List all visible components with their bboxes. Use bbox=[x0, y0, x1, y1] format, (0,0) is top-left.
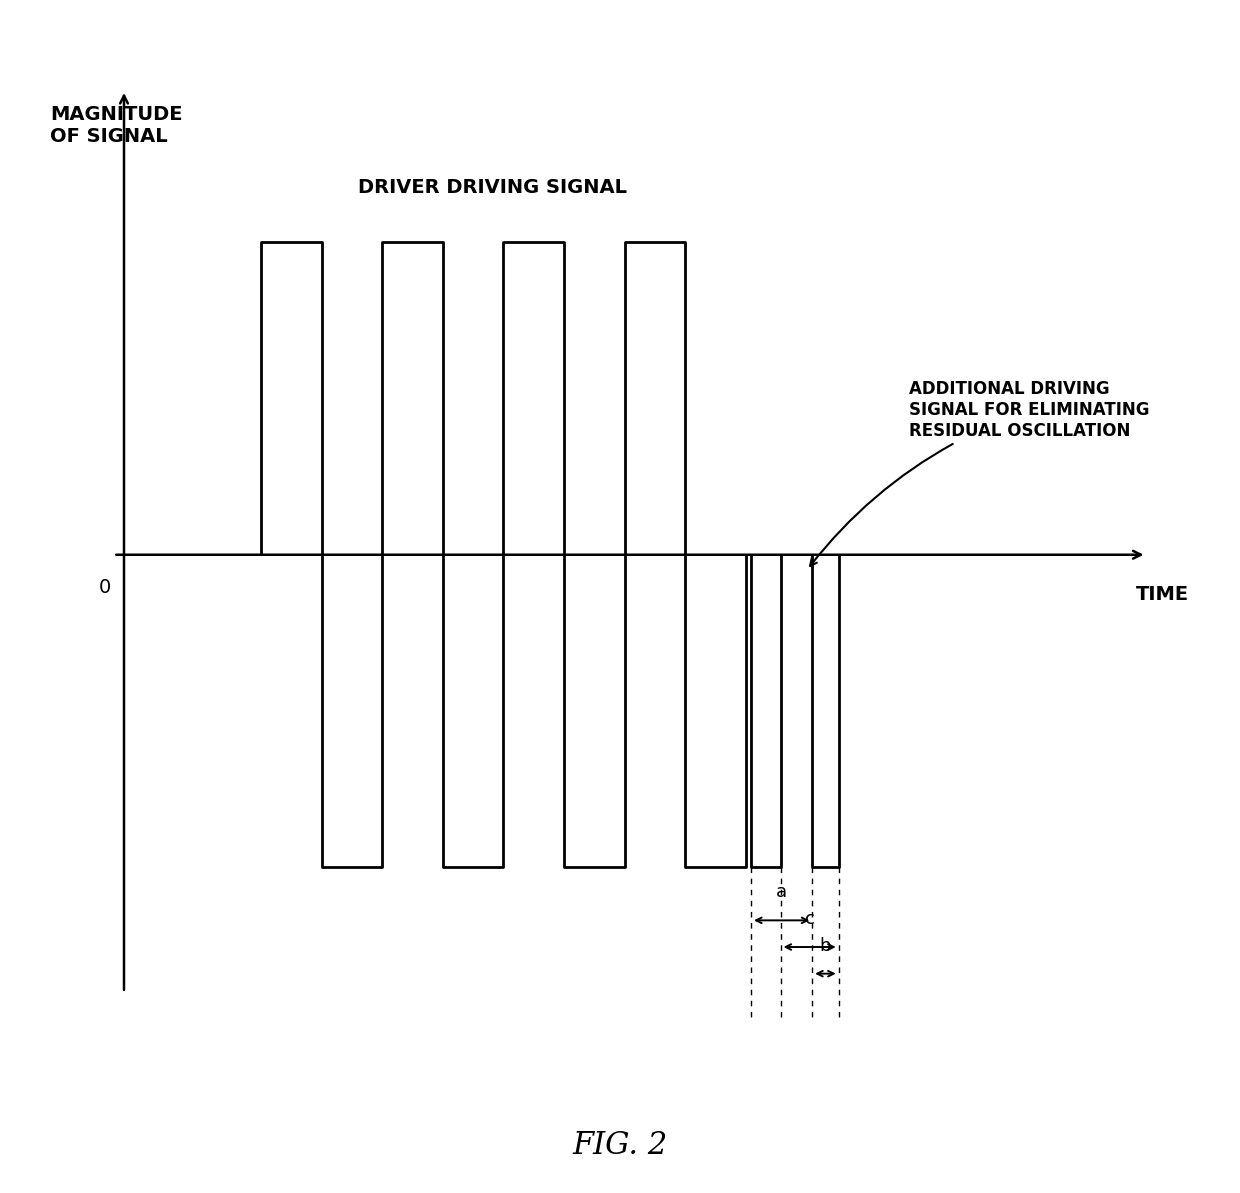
Text: DRIVER DRIVING SIGNAL: DRIVER DRIVING SIGNAL bbox=[358, 178, 627, 197]
Text: c: c bbox=[805, 910, 815, 928]
Text: 0: 0 bbox=[99, 577, 112, 596]
Text: a: a bbox=[776, 883, 787, 902]
Text: b: b bbox=[820, 937, 831, 954]
Text: ADDITIONAL DRIVING
SIGNAL FOR ELIMINATING
RESIDUAL OSCILLATION: ADDITIONAL DRIVING SIGNAL FOR ELIMINATIN… bbox=[810, 381, 1149, 565]
Text: MAGNITUDE
OF SIGNAL: MAGNITUDE OF SIGNAL bbox=[50, 105, 182, 147]
Text: FIG. 2: FIG. 2 bbox=[573, 1130, 667, 1161]
Text: TIME: TIME bbox=[1136, 586, 1189, 604]
